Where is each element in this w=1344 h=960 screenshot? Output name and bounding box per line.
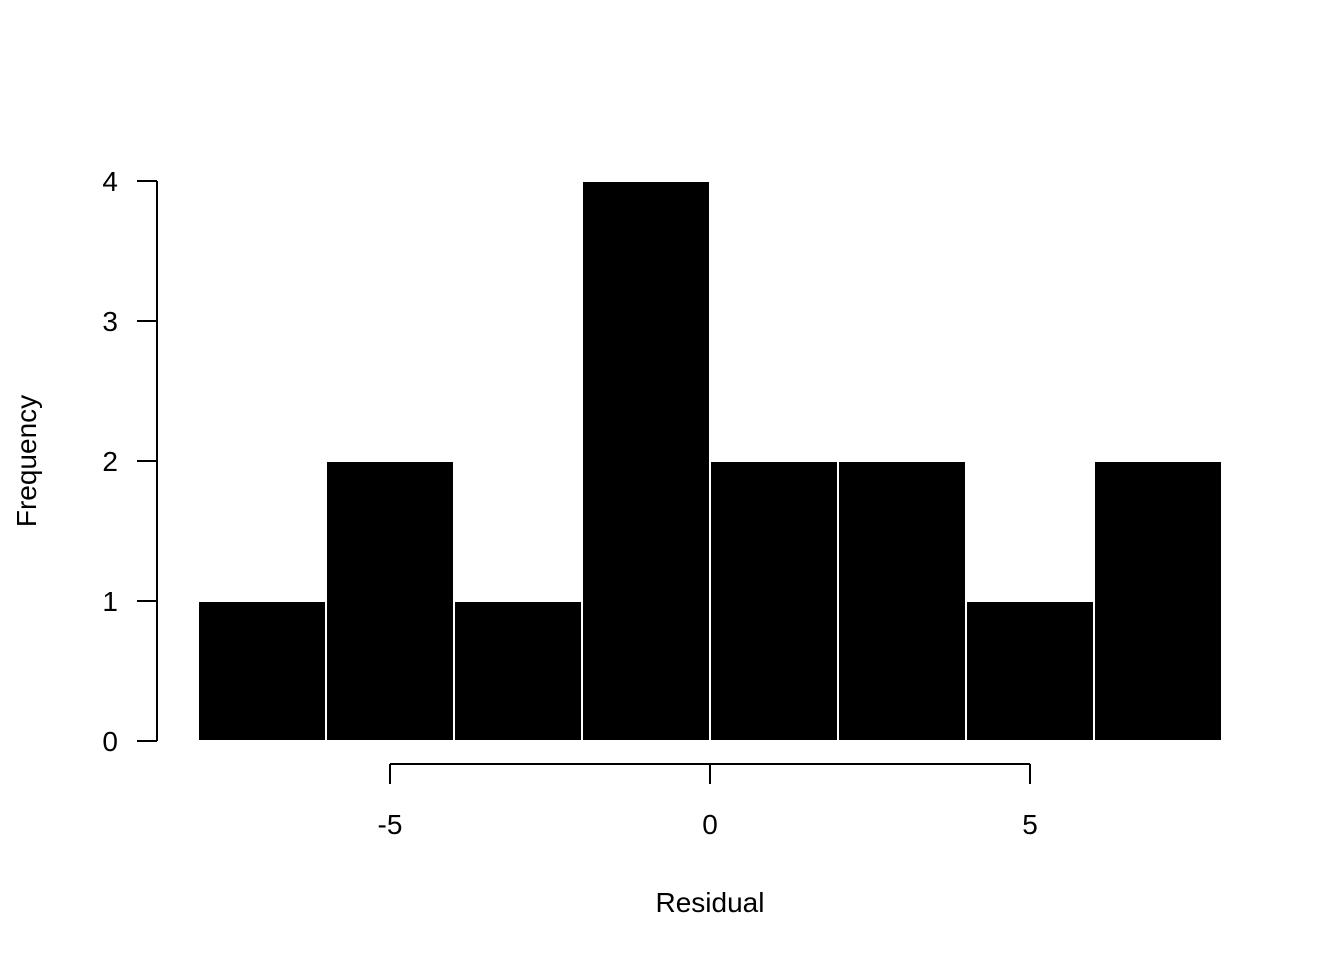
x-tick-label: 5 — [1022, 809, 1038, 840]
bar — [709, 460, 839, 742]
y-tick-label: 3 — [102, 306, 118, 337]
bar — [1093, 460, 1223, 742]
bar — [581, 180, 711, 742]
x-tick-label: -5 — [378, 809, 403, 840]
y-tick-label: 1 — [102, 586, 118, 617]
y-tick-label: 2 — [102, 446, 118, 477]
bar — [453, 600, 583, 742]
y-axis-label: Frequency — [11, 395, 42, 527]
x-axis-label: Residual — [656, 887, 765, 918]
bar — [197, 600, 327, 742]
x-tick-label: 0 — [702, 809, 718, 840]
bar — [325, 460, 455, 742]
bar — [965, 600, 1095, 742]
bar — [837, 460, 967, 742]
y-tick-label: 0 — [102, 726, 118, 757]
y-tick-label: 4 — [102, 166, 118, 197]
